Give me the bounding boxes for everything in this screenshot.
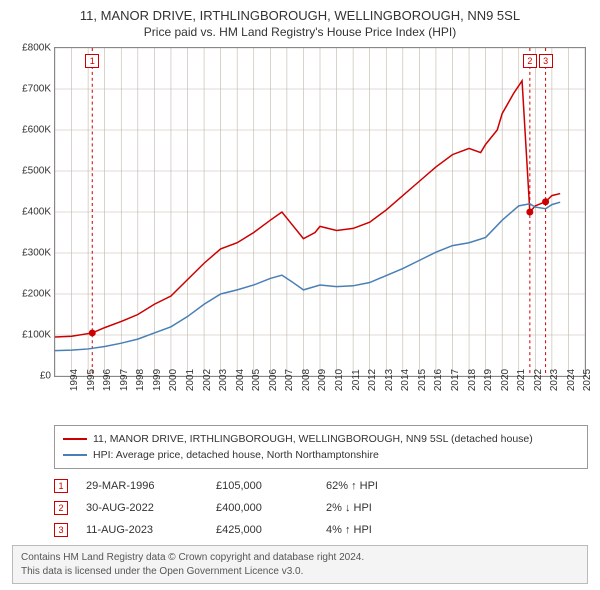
y-tick-label: £0	[40, 371, 51, 382]
event-date: 29-MAR-1996	[86, 480, 216, 492]
y-tick-label: £600K	[22, 125, 51, 136]
y-tick-label: £500K	[22, 166, 51, 177]
event-delta: 4% ↑ HPI	[326, 524, 426, 536]
event-delta: 62% ↑ HPI	[326, 480, 426, 492]
plot-region: £0£100K£200K£300K£400K£500K£600K£700K£80…	[54, 47, 586, 377]
y-tick-label: £400K	[22, 207, 51, 218]
attribution-footer: Contains HM Land Registry data © Crown c…	[12, 545, 588, 584]
footer-line-2: This data is licensed under the Open Gov…	[21, 565, 579, 579]
legend-label: HPI: Average price, detached house, Nort…	[93, 449, 379, 461]
event-price: £425,000	[216, 524, 326, 536]
event-delta: 2% ↓ HPI	[326, 502, 426, 514]
plot-svg	[55, 48, 585, 376]
legend-item: HPI: Average price, detached house, Nort…	[63, 447, 579, 463]
y-tick-label: £800K	[22, 43, 51, 54]
chart-subtitle: Price paid vs. HM Land Registry's House …	[6, 25, 594, 39]
legend: 11, MANOR DRIVE, IRTHLINGBOROUGH, WELLIN…	[54, 425, 588, 469]
event-date: 30-AUG-2022	[86, 502, 216, 514]
event-marker-2: 2	[523, 54, 537, 68]
event-price: £400,000	[216, 502, 326, 514]
event-marker: 2	[54, 501, 68, 515]
legend-label: 11, MANOR DRIVE, IRTHLINGBOROUGH, WELLIN…	[93, 433, 533, 445]
event-date: 11-AUG-2023	[86, 524, 216, 536]
event-table: 1 29-MAR-1996£105,00062% ↑ HPI 2 30-AUG-202…	[54, 475, 588, 541]
event-row: 3 11-AUG-2023£425,0004% ↑ HPI	[54, 519, 588, 541]
footer-line-1: Contains HM Land Registry data © Crown c…	[21, 551, 579, 565]
legend-swatch	[63, 438, 87, 440]
chart-container: 11, MANOR DRIVE, IRTHLINGBOROUGH, WELLIN…	[0, 0, 600, 590]
chart-area: £0£100K£200K£300K£400K£500K£600K£700K£80…	[54, 47, 586, 417]
event-row: 1 29-MAR-1996£105,00062% ↑ HPI	[54, 475, 588, 497]
event-marker: 3	[54, 523, 68, 537]
legend-item: 11, MANOR DRIVE, IRTHLINGBOROUGH, WELLIN…	[63, 431, 579, 447]
event-marker-3: 3	[539, 54, 553, 68]
legend-swatch	[63, 454, 87, 456]
event-row: 2 30-AUG-2022£400,0002% ↓ HPI	[54, 497, 588, 519]
event-price: £105,000	[216, 480, 326, 492]
title-block: 11, MANOR DRIVE, IRTHLINGBOROUGH, WELLIN…	[6, 8, 594, 39]
y-tick-label: £100K	[22, 330, 51, 341]
x-tick-label: 2026	[585, 369, 600, 391]
y-tick-label: £300K	[22, 248, 51, 259]
event-marker-1: 1	[85, 54, 99, 68]
event-marker: 1	[54, 479, 68, 493]
y-tick-label: £700K	[22, 84, 51, 95]
y-tick-label: £200K	[22, 289, 51, 300]
chart-title: 11, MANOR DRIVE, IRTHLINGBOROUGH, WELLIN…	[6, 8, 594, 23]
